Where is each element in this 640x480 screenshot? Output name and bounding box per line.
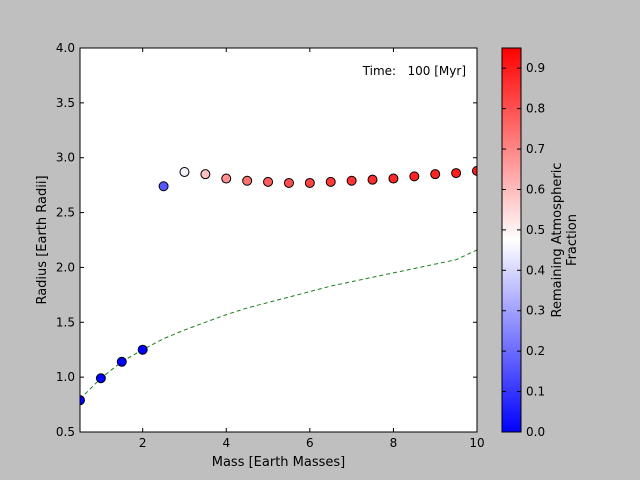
data-point xyxy=(451,168,462,179)
x-tick-label: 10 xyxy=(469,436,484,450)
data-point xyxy=(263,176,274,187)
annotation-time: Time: 100 [Myr] xyxy=(362,64,466,78)
y-axis-label: Radius [Earth Radii] xyxy=(35,175,50,304)
colorbar-tick-label: 0.5 xyxy=(526,223,545,237)
data-point xyxy=(367,174,378,185)
colorbar-tick-label: 0.4 xyxy=(526,263,545,277)
y-tick-label: 3.5 xyxy=(56,96,75,110)
data-point xyxy=(409,171,420,182)
data-point xyxy=(179,166,190,177)
data-point xyxy=(430,169,441,180)
colorbar-tick-label: 0.6 xyxy=(526,182,545,196)
plot-area xyxy=(80,48,477,432)
y-tick-label: 2.5 xyxy=(56,206,75,220)
data-point xyxy=(304,177,315,188)
x-tick-label: 6 xyxy=(306,436,314,450)
data-point xyxy=(388,173,399,184)
colorbar-tick-label: 0.3 xyxy=(526,304,545,318)
x-tick-label: 8 xyxy=(390,436,398,450)
x-axis-label: Mass [Earth Masses] xyxy=(212,455,346,470)
colorbar-ticks: 0.0 0.1 0.2 0.3 0.4 0.5 0.6 0.7 0.8 0.9 xyxy=(502,61,545,439)
data-point xyxy=(80,395,85,406)
y-tick-label: 0.5 xyxy=(56,425,75,439)
data-point xyxy=(472,165,477,176)
y-tick-label: 4.0 xyxy=(56,41,75,55)
x-tick-label: 4 xyxy=(222,436,230,450)
data-point xyxy=(325,176,336,187)
points-layer xyxy=(80,165,477,406)
data-point xyxy=(346,175,357,186)
data-point xyxy=(116,356,127,367)
data-point xyxy=(95,373,106,384)
colorbar-tick-label: 0.9 xyxy=(526,61,545,75)
data-point xyxy=(242,175,253,186)
data-point xyxy=(200,169,211,180)
data-point xyxy=(158,181,169,192)
y-tick-label: 3.0 xyxy=(56,151,75,165)
colorbar xyxy=(501,47,522,433)
colorbar-tick-label: 0.2 xyxy=(526,344,545,358)
x-axis: 2 4 6 8 10 xyxy=(139,48,485,450)
plot-frame xyxy=(79,47,478,433)
data-point xyxy=(137,344,148,355)
y-tick-label: 2.0 xyxy=(56,260,75,274)
colorbar-label: Remaining AtmosphericFraction xyxy=(550,163,580,318)
y-tick-label: 1.5 xyxy=(56,315,75,329)
data-point xyxy=(221,173,232,184)
y-axis: 0.5 1.0 1.5 2.0 2.5 3.0 3.5 4.0 xyxy=(56,41,477,439)
x-tick-label: 2 xyxy=(139,436,147,450)
colorbar-tick-label: 0.7 xyxy=(526,142,545,156)
colorbar-tick-label: 0.0 xyxy=(526,425,545,439)
data-point xyxy=(283,177,294,188)
y-tick-label: 1.0 xyxy=(56,370,75,384)
colorbar-tick-label: 0.1 xyxy=(526,385,545,399)
colorbar-tick-label: 0.8 xyxy=(526,102,545,116)
